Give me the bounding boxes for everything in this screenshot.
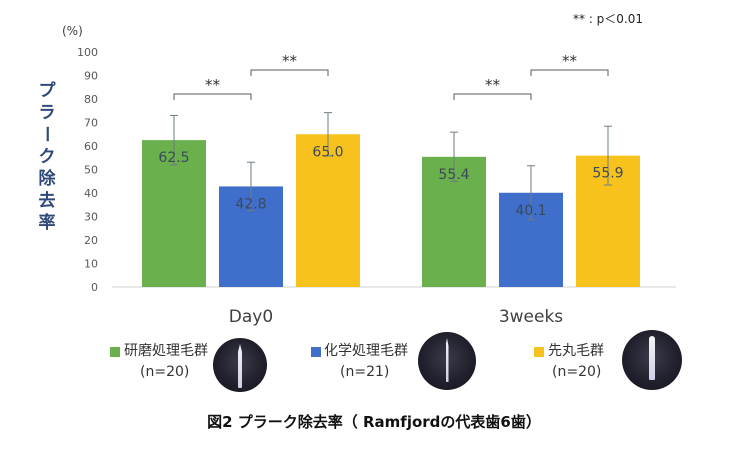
legend-label-round: 先丸毛群 — [548, 343, 604, 359]
data-label: 55.4 — [438, 167, 469, 183]
data-label: 42.8 — [235, 196, 266, 212]
y-axis-title-char: 去 — [39, 190, 56, 211]
data-label: 62.5 — [158, 150, 189, 166]
legend-label-chemical: 化学処理毛群 — [324, 343, 408, 359]
data-label: 40.1 — [515, 203, 546, 219]
legend-swatch-polished — [110, 347, 120, 357]
figure-caption: 図2 プラーク除去率（ Ramfjordの代表歯6歯） — [207, 413, 541, 431]
y-tick-label: 20 — [84, 234, 98, 247]
data-label: 65.0 — [312, 144, 343, 160]
y-tick-label: 10 — [84, 258, 98, 271]
y-axis-title-char: ラ — [39, 103, 56, 123]
legend-label-polished: 研磨処理毛群 — [124, 343, 208, 359]
y-tick-label: 0 — [91, 281, 98, 294]
significance-label: ** — [485, 76, 501, 94]
y-tick-label: 100 — [77, 46, 98, 59]
bar — [296, 134, 360, 287]
y-tick-label: 40 — [84, 187, 98, 200]
y-tick-label: 60 — [84, 140, 98, 153]
legend-n-round: (n=20) — [552, 364, 602, 380]
round-tip-bristle-photo-icon — [622, 330, 682, 390]
significance-label: ** — [562, 52, 578, 70]
legend-n-polished: (n=20) — [140, 364, 190, 380]
significance-bracket — [530, 69, 609, 76]
legend-swatch-round — [534, 347, 544, 357]
y-axis-title-char: 除 — [39, 168, 57, 189]
significance-bracket — [173, 93, 252, 100]
legend-swatch-chemical — [311, 347, 321, 357]
significance-bracket — [453, 93, 532, 100]
significance-label: ** — [282, 52, 298, 70]
y-axis-title-char: ー — [36, 126, 56, 143]
y-axis-title-char: 率 — [39, 212, 56, 233]
y-tick-label: 70 — [84, 117, 98, 130]
y-tick-label: 30 — [84, 211, 98, 224]
significance-note: ** : p＜0.01 — [573, 12, 643, 26]
bar-chart: 0 10 20 30 40 50 60 70 80 90 100 (%) プラーク除去率 ** : p＜0… — [36, 12, 676, 327]
legend-n-chemical: (n=21) — [340, 364, 390, 380]
y-axis-title-char: プ — [39, 80, 57, 101]
x-category-label: 3weeks — [499, 307, 563, 327]
y-unit-label: (%) — [62, 24, 83, 38]
y-tick-label: 90 — [84, 70, 98, 83]
y-tick-label: 50 — [84, 164, 98, 177]
x-category-label: Day0 — [229, 307, 273, 327]
significance-label: ** — [205, 76, 221, 94]
pointed-bristle-photo-icon — [213, 338, 267, 392]
y-axis-title-char: ク — [39, 147, 56, 167]
significance-bracket — [250, 69, 329, 76]
y-tick-label: 80 — [84, 93, 98, 106]
data-label: 55.9 — [592, 166, 623, 182]
fine-bristle-photo-icon — [418, 332, 476, 390]
